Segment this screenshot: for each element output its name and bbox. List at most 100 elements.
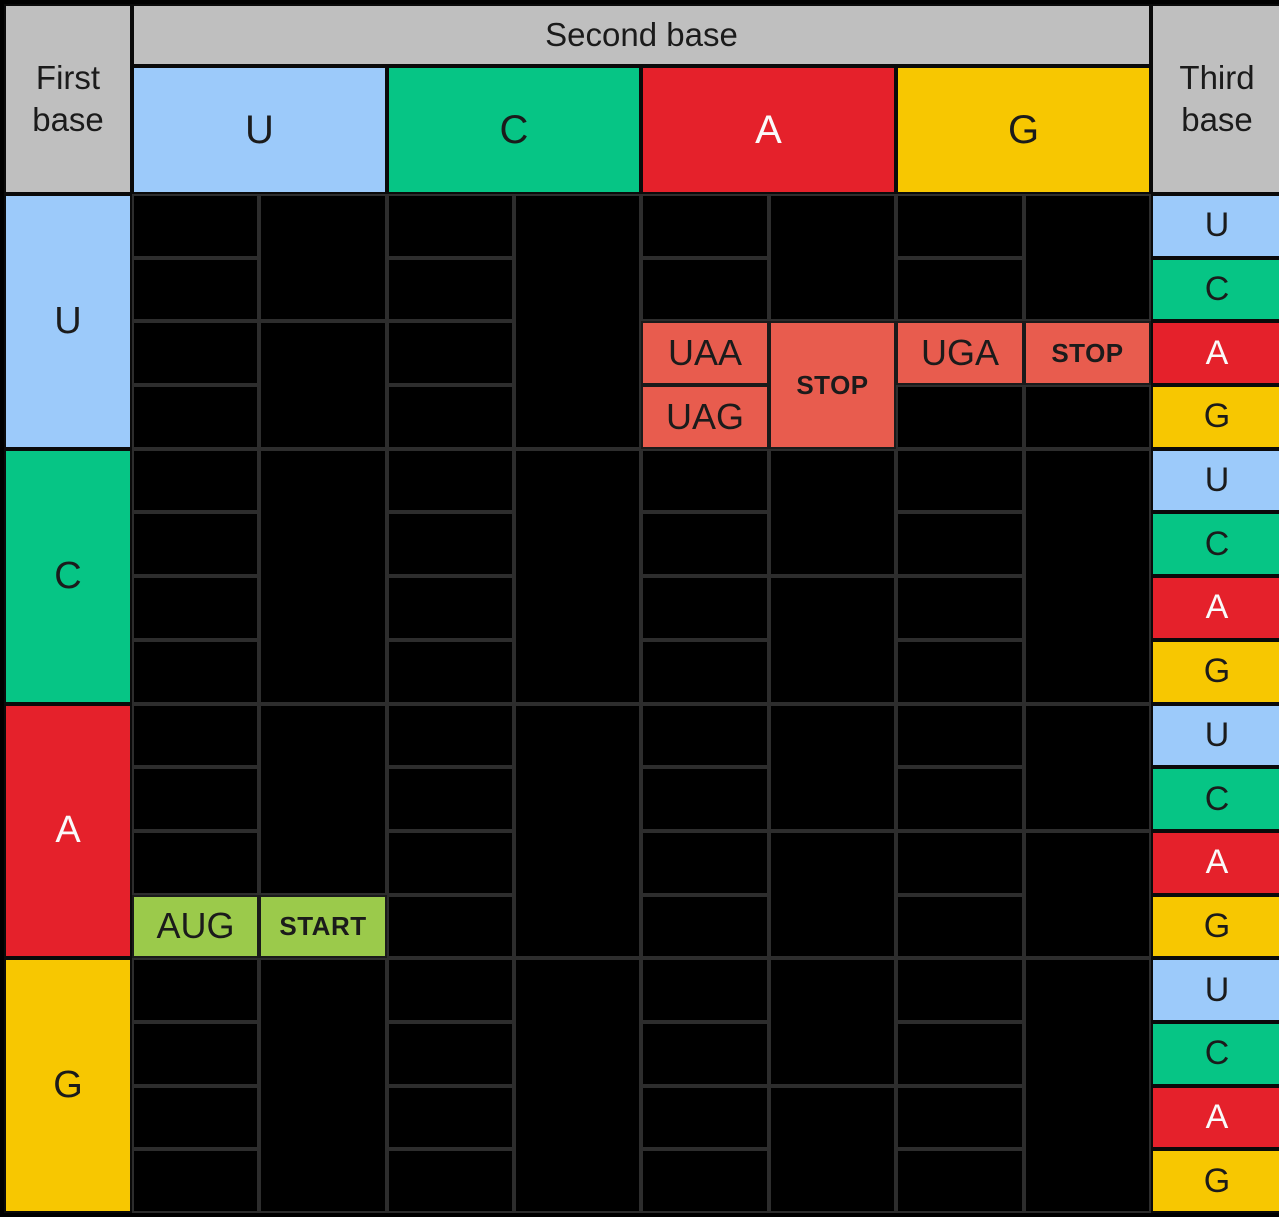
hidden-cell[interactable] (132, 958, 259, 1022)
second-base-header: Second base (132, 4, 1151, 66)
hidden-cell[interactable] (132, 194, 259, 258)
third-base-cell: G (1151, 639, 1279, 704)
hidden-cell[interactable] (769, 830, 896, 959)
hidden-cell[interactable] (896, 830, 1024, 895)
first-base-label: First base (32, 58, 104, 138)
third-base-cell: A (1151, 576, 1279, 640)
hidden-cell[interactable] (769, 703, 896, 831)
hidden-cell[interactable] (387, 767, 514, 831)
hidden-cell[interactable] (259, 194, 387, 322)
hidden-cell[interactable] (1024, 385, 1151, 449)
hidden-cell[interactable] (132, 1085, 259, 1150)
hidden-cell[interactable] (769, 958, 896, 1086)
hidden-cell[interactable] (514, 448, 641, 704)
hidden-cell[interactable] (514, 958, 641, 1213)
third-base-cell: U (1151, 958, 1279, 1022)
hidden-cell[interactable] (132, 830, 259, 895)
hidden-cell[interactable] (896, 1149, 1024, 1213)
hidden-cell[interactable] (641, 194, 769, 258)
hidden-cell[interactable] (259, 703, 387, 895)
hidden-cell[interactable] (769, 194, 896, 322)
hidden-cell[interactable] (387, 321, 514, 386)
hidden-cell[interactable] (387, 194, 514, 258)
hidden-cell[interactable] (896, 1021, 1024, 1086)
first-base-header: First base (4, 4, 132, 194)
hidden-cell[interactable] (896, 703, 1024, 768)
hidden-cell[interactable] (132, 1149, 259, 1213)
hidden-cell[interactable] (896, 1085, 1024, 1150)
hidden-cell[interactable] (514, 703, 641, 959)
second-base-column-C: C (387, 66, 641, 194)
hidden-cell[interactable] (1024, 958, 1151, 1213)
hidden-cell[interactable] (387, 894, 514, 959)
hidden-cell[interactable] (387, 639, 514, 704)
hidden-cell[interactable] (641, 1085, 769, 1150)
hidden-cell[interactable] (641, 448, 769, 513)
hidden-cell[interactable] (387, 958, 514, 1022)
hidden-cell[interactable] (896, 448, 1024, 513)
hidden-cell[interactable] (769, 576, 896, 704)
hidden-cell[interactable] (259, 958, 387, 1213)
first-base-row-U: U (4, 194, 132, 449)
hidden-cell[interactable] (769, 1085, 896, 1213)
hidden-cell[interactable] (769, 448, 896, 577)
hidden-cell[interactable] (132, 639, 259, 704)
third-base-cell: A (1151, 1085, 1279, 1150)
hidden-cell[interactable] (132, 448, 259, 513)
hidden-cell[interactable] (896, 767, 1024, 831)
hidden-cell[interactable] (387, 1085, 514, 1150)
hidden-cell[interactable] (387, 703, 514, 768)
hidden-cell[interactable] (641, 703, 769, 768)
hidden-cell[interactable] (896, 576, 1024, 640)
hidden-cell[interactable] (387, 1149, 514, 1213)
hidden-cell[interactable] (132, 257, 259, 322)
third-base-label: Third base (1179, 58, 1255, 138)
hidden-cell[interactable] (259, 448, 387, 704)
hidden-cell[interactable] (641, 958, 769, 1022)
hidden-cell[interactable] (641, 767, 769, 831)
hidden-cell[interactable] (1024, 830, 1151, 959)
first-base-row-A: A (4, 703, 132, 959)
codon-cell: UAG (641, 385, 769, 449)
hidden-cell[interactable] (514, 194, 641, 449)
hidden-cell[interactable] (387, 512, 514, 577)
hidden-cell[interactable] (641, 639, 769, 704)
third-base-cell: G (1151, 894, 1279, 959)
hidden-cell[interactable] (641, 257, 769, 322)
hidden-cell[interactable] (641, 576, 769, 640)
third-base-cell: C (1151, 257, 1279, 322)
hidden-cell[interactable] (387, 257, 514, 322)
hidden-cell[interactable] (641, 894, 769, 959)
hidden-cell[interactable] (1024, 448, 1151, 704)
hidden-cell[interactable] (132, 321, 259, 386)
hidden-cell[interactable] (896, 385, 1024, 449)
hidden-cell[interactable] (896, 257, 1024, 322)
hidden-cell[interactable] (896, 958, 1024, 1022)
hidden-cell[interactable] (641, 1149, 769, 1213)
hidden-cell[interactable] (1024, 703, 1151, 831)
hidden-cell[interactable] (641, 1021, 769, 1086)
third-base-cell: U (1151, 703, 1279, 768)
codon-role-cell: START (259, 894, 387, 959)
hidden-cell[interactable] (641, 512, 769, 577)
hidden-cell[interactable] (259, 321, 387, 449)
hidden-cell[interactable] (132, 767, 259, 831)
hidden-cell[interactable] (896, 894, 1024, 959)
third-base-cell: A (1151, 321, 1279, 386)
hidden-cell[interactable] (132, 1021, 259, 1086)
hidden-cell[interactable] (387, 385, 514, 449)
hidden-cell[interactable] (387, 1021, 514, 1086)
hidden-cell[interactable] (1024, 194, 1151, 322)
hidden-cell[interactable] (896, 512, 1024, 577)
hidden-cell[interactable] (132, 385, 259, 449)
hidden-cell[interactable] (641, 830, 769, 895)
third-base-cell: G (1151, 385, 1279, 449)
hidden-cell[interactable] (896, 639, 1024, 704)
hidden-cell[interactable] (387, 576, 514, 640)
hidden-cell[interactable] (132, 576, 259, 640)
hidden-cell[interactable] (387, 448, 514, 513)
hidden-cell[interactable] (132, 703, 259, 768)
hidden-cell[interactable] (132, 512, 259, 577)
hidden-cell[interactable] (387, 830, 514, 895)
hidden-cell[interactable] (896, 194, 1024, 258)
